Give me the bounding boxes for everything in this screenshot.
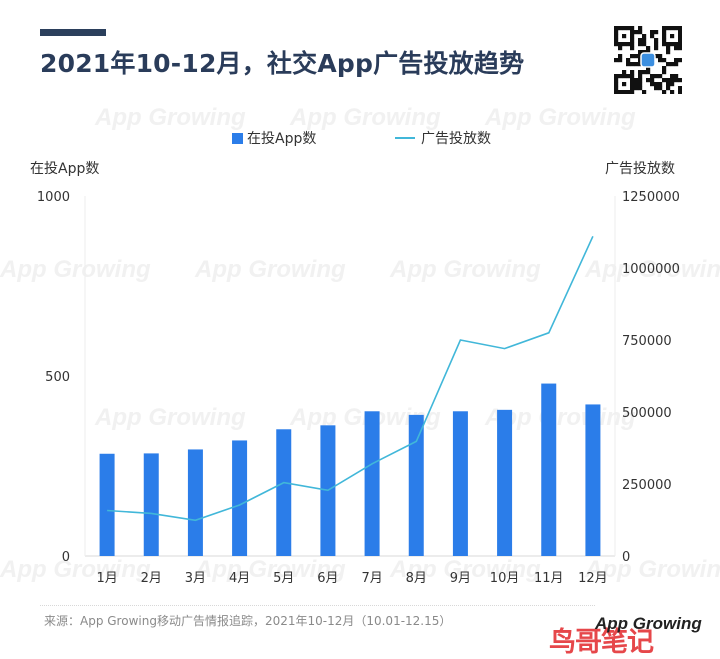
logo-cn-text: 鸟哥笔记 <box>549 627 654 658</box>
watermark: App Growing <box>485 104 636 131</box>
bar <box>276 429 292 556</box>
watermark: App Growing <box>95 104 246 131</box>
qr-code <box>614 26 682 94</box>
watermark: App Growing <box>0 556 151 583</box>
watermark: App Growing <box>390 556 541 583</box>
watermark: App Growing <box>585 556 720 583</box>
bar <box>99 453 115 556</box>
watermark: App Growing <box>195 256 346 283</box>
watermark: App Growing <box>95 404 246 431</box>
bar <box>232 440 248 556</box>
y-axis-left-title: 在投App数 <box>30 161 100 177</box>
x-tick-label: 3月 <box>185 571 206 586</box>
y-left-tick-label: 0 <box>62 550 70 565</box>
bar <box>585 404 601 556</box>
bar <box>497 409 513 556</box>
watermark: App Growing <box>195 556 346 583</box>
legend-line: 广告投放数 <box>395 128 491 148</box>
y-right-tick-label: 750000 <box>622 334 672 349</box>
y-right-tick-label: 0 <box>622 550 630 565</box>
bar <box>408 414 424 556</box>
legend-bar-swatch <box>232 132 243 144</box>
bar <box>187 449 203 556</box>
y-right-tick-label: 1000000 <box>622 262 680 277</box>
line-series <box>107 235 594 522</box>
x-tick-label: 12月 <box>578 571 608 586</box>
watermark: App Growing <box>290 104 441 131</box>
bar <box>541 383 557 556</box>
bar <box>143 453 159 556</box>
legend-bar: 在投App数 <box>232 128 316 148</box>
logo-app-text: App Growing <box>595 614 702 633</box>
x-tick-label: 10月 <box>490 571 520 586</box>
watermark: App Growing <box>0 256 151 283</box>
y-right-tick-label: 500000 <box>622 406 672 421</box>
y-axis-right-title: 广告投放数 <box>605 161 675 177</box>
y-right-tick-label: 250000 <box>622 478 672 493</box>
y-left-tick-label: 1000 <box>37 190 70 205</box>
x-tick-label: 11月 <box>534 571 564 586</box>
x-tick-label: 1月 <box>96 571 117 586</box>
watermark: App Growing <box>390 256 541 283</box>
bar <box>452 411 468 556</box>
x-tick-label: 2月 <box>141 571 162 586</box>
x-tick-label: 7月 <box>361 571 382 586</box>
x-tick-label: 6月 <box>317 571 338 586</box>
title-accent-bar <box>40 29 106 36</box>
y-right-tick-label: 1250000 <box>622 190 680 205</box>
footer-divider <box>40 605 595 606</box>
chart-area: 1月 2月 3月 4月 5月 6月 7月 8月 9月 10月 11月 12月 0 500 1000 0 2500… <box>37 190 680 586</box>
watermark: App Growing <box>585 256 720 283</box>
bar <box>364 411 380 556</box>
x-tick-label: 5月 <box>273 571 294 586</box>
legend-line-label: 广告投放数 <box>421 131 491 147</box>
legend-bar-label: 在投App数 <box>247 131 317 147</box>
y-left-tick-label: 500 <box>45 370 70 385</box>
x-tick-label: 9月 <box>450 571 471 586</box>
x-tick-label: 8月 <box>406 571 427 586</box>
source-note: 来源：App Growing移动广告情报追踪，2021年10-12月（10.01… <box>44 614 452 628</box>
brand-logo: 鸟哥笔记 App Growing <box>549 614 709 658</box>
chart-title: 2021年10-12月，社交App广告投放趋势 <box>40 49 525 78</box>
x-tick-label: 4月 <box>229 571 250 586</box>
legend-line-swatch <box>395 137 415 139</box>
